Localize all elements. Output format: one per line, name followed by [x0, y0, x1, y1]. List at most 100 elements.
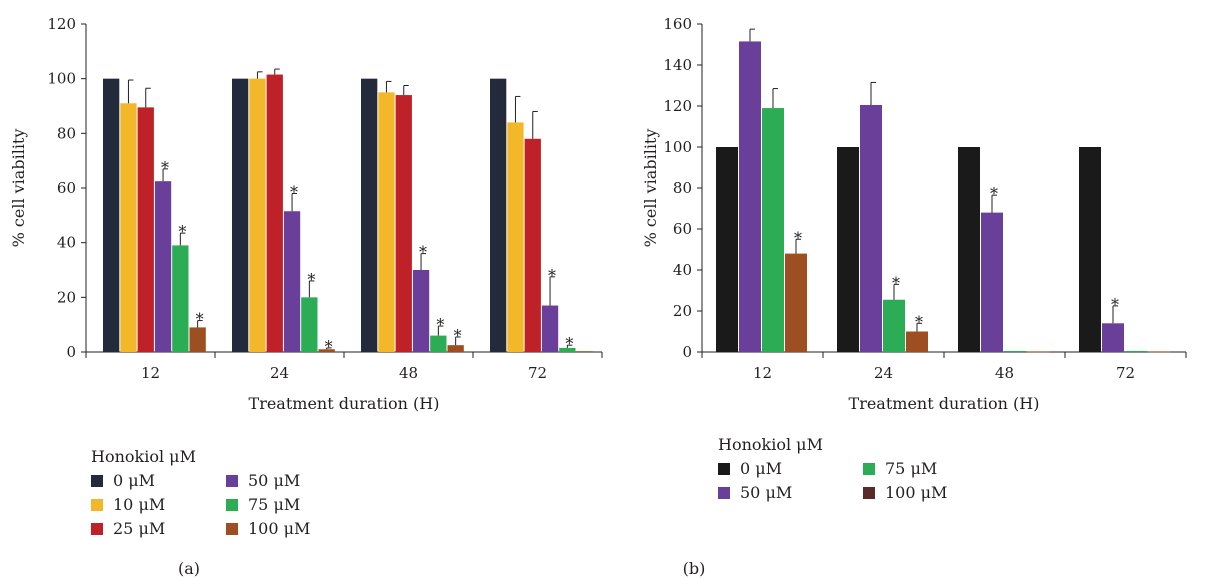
bar — [318, 349, 335, 352]
x-tick-label: 72 — [1116, 364, 1135, 382]
y-tick-label: 60 — [57, 179, 76, 197]
legend-swatch — [91, 475, 103, 487]
x-axis-title: Treatment duration (H) — [849, 394, 1040, 413]
bar — [1027, 351, 1049, 353]
significance-marker: * — [178, 222, 186, 241]
bar — [447, 345, 464, 352]
bar — [189, 327, 206, 352]
bar — [785, 253, 807, 352]
significance-marker: * — [325, 337, 333, 356]
bar — [958, 147, 980, 352]
significance-marker: * — [419, 243, 427, 262]
legend-label: 0 μM — [740, 459, 782, 478]
y-tick-label: 40 — [57, 234, 76, 252]
legend-label: 0 μM — [113, 471, 155, 490]
y-tick-label: 160 — [663, 15, 692, 33]
bar — [837, 147, 859, 352]
y-axis-title: % cell viability — [9, 129, 28, 248]
x-tick-label: 24 — [270, 364, 289, 382]
legend-swatch — [226, 475, 238, 487]
y-tick-label: 40 — [673, 261, 692, 279]
significance-marker: * — [892, 273, 900, 292]
y-tick-label: 20 — [673, 302, 692, 320]
significance-marker: * — [915, 312, 923, 331]
legend-swatch — [863, 463, 875, 475]
significance-marker: * — [454, 326, 462, 345]
legend-label: 75 μM — [248, 495, 300, 514]
y-tick-label: 80 — [673, 179, 692, 197]
bar — [266, 74, 283, 353]
bar — [103, 78, 120, 353]
x-tick-label: 48 — [399, 364, 418, 382]
significance-marker: * — [161, 158, 169, 177]
significance-marker: * — [307, 270, 315, 289]
legend-swatch — [226, 523, 238, 535]
bar — [154, 181, 172, 352]
y-tick-label: 100 — [47, 70, 76, 88]
significance-marker: * — [290, 182, 298, 201]
panel-label: (a) — [178, 559, 200, 578]
y-tick-label: 120 — [47, 15, 76, 33]
bar — [232, 78, 249, 353]
legend-label: 25 μM — [113, 519, 165, 538]
significance-marker: * — [794, 228, 802, 247]
bar — [1102, 323, 1124, 352]
bar — [541, 305, 559, 352]
bar — [378, 92, 395, 352]
y-tick-label: 140 — [663, 56, 692, 74]
y-tick-label: 100 — [663, 138, 692, 156]
bar — [1148, 351, 1170, 353]
bar — [906, 331, 928, 352]
significance-marker: * — [990, 184, 998, 203]
x-tick-label: 12 — [141, 364, 160, 382]
bar — [559, 347, 576, 352]
significance-marker: * — [548, 266, 556, 285]
bar — [412, 270, 430, 352]
x-tick-label: 48 — [995, 364, 1014, 382]
bar — [507, 122, 524, 353]
bar — [524, 138, 541, 352]
bar — [249, 78, 266, 353]
significance-marker: * — [196, 310, 204, 329]
bar — [137, 107, 154, 352]
bar — [283, 211, 301, 352]
significance-marker: * — [1111, 295, 1119, 314]
bar — [739, 41, 761, 353]
legend-swatch — [91, 523, 103, 535]
bar — [1125, 350, 1147, 352]
bar — [1004, 350, 1026, 352]
x-tick-label: 72 — [528, 364, 547, 382]
bar — [762, 108, 784, 352]
x-tick-label: 12 — [753, 364, 772, 382]
legend-label: 100 μM — [885, 483, 947, 502]
y-axis-title: % cell viability — [641, 129, 660, 248]
legend-swatch — [718, 463, 730, 475]
bar — [490, 78, 507, 353]
legend-swatch — [226, 499, 238, 511]
y-tick-label: 80 — [57, 124, 76, 142]
y-tick-label: 0 — [66, 343, 76, 361]
y-tick-label: 0 — [682, 343, 692, 361]
panel-a-chart: 0 20 40 60 80 100 120 12 24 48 72 * * * * * * * * * * * Treatm… — [9, 15, 603, 578]
legend-title: Honokiol μM — [91, 447, 196, 466]
legend-label: 75 μM — [885, 459, 937, 478]
significance-marker: * — [436, 315, 444, 334]
y-tick-label: 60 — [673, 220, 692, 238]
legend-label: 10 μM — [113, 495, 165, 514]
legend-swatch — [863, 487, 875, 499]
legend-label: 50 μM — [248, 471, 300, 490]
bar — [172, 245, 189, 352]
x-axis-title: Treatment duration (H) — [249, 394, 440, 413]
panel-b-chart: 0 20 40 60 80 100 120 140 160 12 24 48 72 * * * * * Treatm… — [641, 15, 1187, 578]
bar — [576, 351, 593, 352]
bar — [361, 78, 378, 353]
bar — [981, 212, 1003, 352]
x-tick-label: 24 — [874, 364, 893, 382]
bar — [860, 104, 882, 352]
legend-swatch — [718, 487, 730, 499]
legend-label: 100 μM — [248, 519, 310, 538]
y-tick-label: 20 — [57, 288, 76, 306]
bar — [120, 103, 137, 353]
bar — [395, 95, 412, 353]
